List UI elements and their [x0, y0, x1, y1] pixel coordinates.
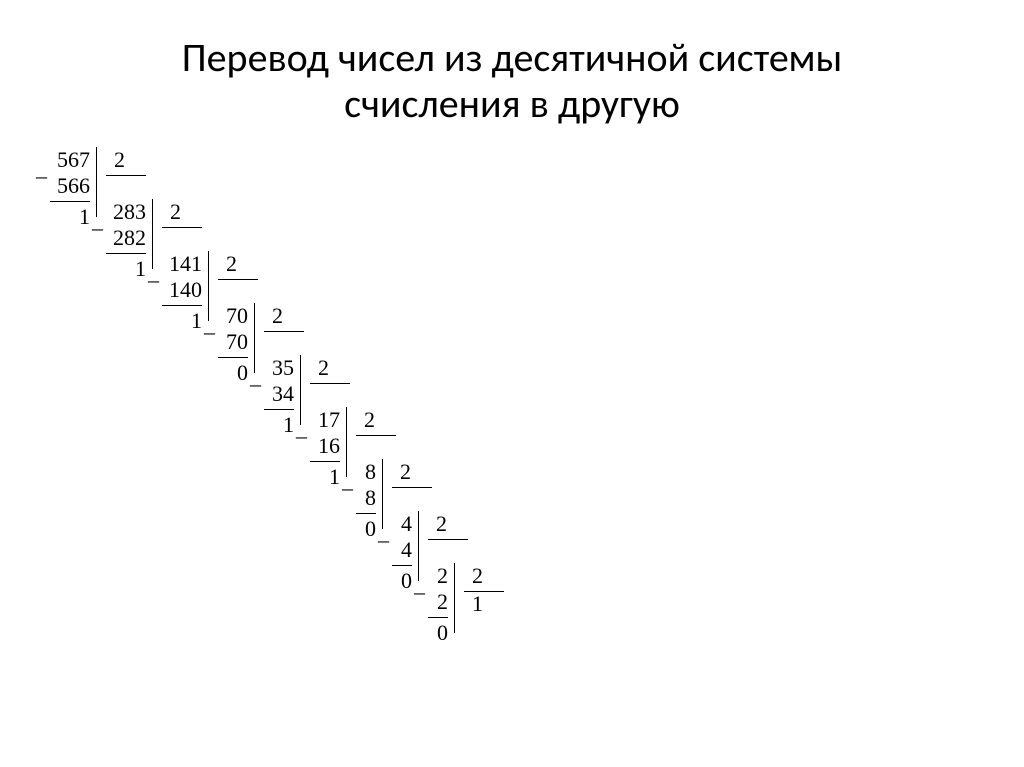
dividend: 17 [310, 407, 340, 433]
divisor-block: 2 [428, 511, 468, 542]
divisor: 2 [428, 511, 468, 537]
subtrahend: 566 [50, 173, 90, 199]
subtraction-line [162, 305, 202, 306]
divisor: 2 [356, 407, 396, 433]
division-step-0: 567–5661 [50, 147, 90, 230]
divisor-line [464, 591, 504, 592]
remainder: 1 [162, 308, 202, 334]
divisor: 2 [392, 459, 432, 485]
division-step-3: 70–700 [218, 303, 248, 386]
subtraction-line [218, 357, 248, 358]
dividend: 141 [162, 251, 202, 277]
divisor: 2 [106, 147, 146, 173]
division-vline [382, 459, 383, 529]
divisor-block: 2 [310, 355, 350, 386]
division-step-6: 8–80 [356, 459, 376, 542]
dividend: 70 [218, 303, 248, 329]
remainder: 0 [218, 360, 248, 386]
division-vline [346, 407, 347, 477]
minus-sign: – [296, 423, 307, 449]
division-vline [152, 199, 153, 269]
subtraction-line [264, 409, 294, 410]
subtraction-line [392, 565, 412, 566]
remainder: 0 [428, 620, 448, 646]
dividend: 4 [392, 511, 412, 537]
dividend: 8 [356, 459, 376, 485]
minus-sign: – [414, 579, 425, 605]
minus-sign: – [342, 475, 353, 501]
subtrahend: 16 [310, 433, 340, 459]
subtraction-line [106, 253, 146, 254]
dividend: 35 [264, 355, 294, 381]
minus-sign: – [204, 319, 215, 345]
divisor-block: 2 [392, 459, 432, 490]
divisor-line [356, 435, 396, 436]
subtrahend: 34 [264, 381, 294, 407]
dividend: 2 [428, 563, 448, 589]
remainder: 1 [264, 412, 294, 438]
dividend: 283 [106, 199, 146, 225]
minus-sign: – [250, 371, 261, 397]
divisor-block: 2 [264, 303, 304, 334]
title-line-1: Перевод чисел из десятичной системы [182, 33, 842, 82]
divisor-line [218, 279, 258, 280]
page-title: Перевод чисел из десятичной системы счис… [0, 0, 1024, 127]
division-vline [454, 563, 455, 633]
division-step-4: 35–341 [264, 355, 294, 438]
minus-sign: – [378, 527, 389, 553]
divisor: 2 [218, 251, 258, 277]
division-step-7: 4–40 [392, 511, 412, 594]
final-quotient: 1 [472, 591, 483, 617]
divisor: 2 [264, 303, 304, 329]
divisor-line [392, 487, 432, 488]
division-cascade-diagram: 567–56612283–28212141–1401270–700235–341… [0, 147, 1024, 707]
divisor-line [428, 539, 468, 540]
minus-sign: – [36, 163, 47, 189]
subtrahend: 2 [428, 589, 448, 615]
subtrahend: 140 [162, 277, 202, 303]
division-vline [96, 147, 97, 217]
divisor: 2 [162, 199, 202, 225]
subtraction-line [310, 461, 340, 462]
dividend: 567 [50, 147, 90, 173]
remainder: 1 [50, 204, 90, 230]
divisor-block: 2 [218, 251, 258, 282]
remainder: 1 [310, 464, 340, 490]
divisor-block: 2 [106, 147, 146, 178]
division-vline [300, 355, 301, 425]
division-vline [208, 251, 209, 321]
division-vline [254, 303, 255, 373]
minus-sign: – [148, 267, 159, 293]
remainder: 0 [356, 516, 376, 542]
divisor-line [162, 227, 202, 228]
subtrahend: 282 [106, 225, 146, 251]
divisor-line [264, 331, 304, 332]
division-vline [418, 511, 419, 581]
division-step-2: 141–1401 [162, 251, 202, 334]
subtraction-line [428, 617, 448, 618]
division-step-8: 2–20 [428, 563, 448, 646]
division-step-1: 283–2821 [106, 199, 146, 282]
divisor-block: 2 [162, 199, 202, 230]
subtraction-line [356, 513, 376, 514]
remainder: 0 [392, 568, 412, 594]
divisor-block: 2 [356, 407, 396, 438]
subtrahend: 4 [392, 537, 412, 563]
title-line-2: счисления в другую [344, 79, 680, 128]
division-step-5: 17–161 [310, 407, 340, 490]
subtrahend: 8 [356, 485, 376, 511]
subtrahend: 70 [218, 329, 248, 355]
divisor-line [106, 175, 146, 176]
divisor: 2 [464, 563, 504, 589]
minus-sign: – [92, 215, 103, 241]
remainder: 1 [106, 256, 146, 282]
divisor-block: 2 [464, 563, 504, 594]
subtraction-line [50, 201, 90, 202]
divisor-line [310, 383, 350, 384]
divisor: 2 [310, 355, 350, 381]
